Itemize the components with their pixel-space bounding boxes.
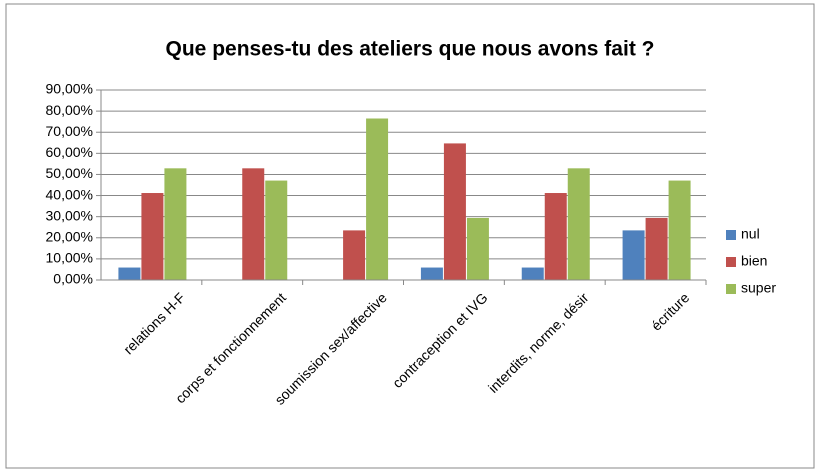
bar [366,118,389,280]
legend-swatch [726,284,736,294]
bar [622,230,645,280]
bar [420,267,443,280]
bar [118,267,141,280]
bar [343,230,366,280]
y-tick-label: 70,00% [46,123,93,139]
y-tick-label: 90,00% [46,81,93,97]
y-tick-label: 0,00% [53,271,93,287]
legend-swatch [726,230,736,240]
bar [544,193,567,280]
y-tick-label: 80,00% [46,102,93,118]
chart-border [5,3,815,469]
y-tick-label: 10,00% [46,250,93,266]
y-tick-label: 50,00% [46,165,93,181]
bar [141,193,164,280]
bar [567,168,590,280]
chart-title: Que penses-tu des ateliers que nous avon… [166,38,655,61]
bar [521,267,544,280]
bar [164,168,187,280]
bar [466,217,489,280]
bar [443,143,466,280]
y-tick-label: 40,00% [46,186,93,202]
legend-label: super [741,280,776,296]
y-tick-label: 30,00% [46,207,93,223]
bar [668,180,691,280]
y-tick-label: 20,00% [46,228,93,244]
bar [265,180,288,280]
legend-swatch [726,257,736,267]
y-tick-label: 60,00% [46,144,93,160]
bar [242,168,265,280]
legend-label: bien [741,253,767,269]
legend-label: nul [741,226,760,242]
bar [645,217,668,280]
